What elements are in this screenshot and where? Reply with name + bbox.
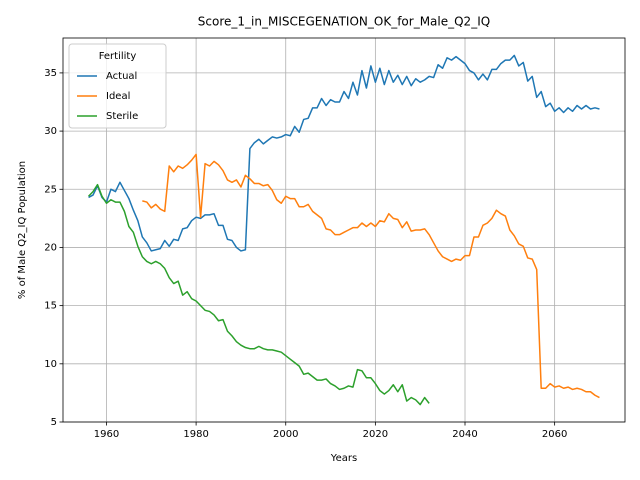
legend-title: Fertility bbox=[99, 51, 137, 62]
y-tick-label: 20 bbox=[44, 242, 57, 253]
legend-label: Actual bbox=[106, 71, 137, 82]
x-tick-label: 2060 bbox=[542, 429, 567, 440]
x-tick-label: 1980 bbox=[183, 429, 208, 440]
chart-title: Score_1_in_MISCEGENATION_OK_for_Male_Q2_… bbox=[198, 15, 490, 29]
plot-frame bbox=[62, 37, 626, 423]
y-tick-label: 35 bbox=[44, 68, 57, 79]
line bbox=[88, 183, 430, 406]
legend-label: Sterile bbox=[106, 111, 138, 122]
y-axis-label: % of Male Q2_IQ Population bbox=[17, 161, 28, 299]
x-tick-label: 2020 bbox=[363, 429, 388, 440]
line bbox=[88, 54, 600, 252]
y-tick-label: 5 bbox=[51, 417, 57, 428]
x-tick-label: 2040 bbox=[452, 429, 477, 440]
x-tick-label: 1960 bbox=[94, 429, 119, 440]
legend: Fertility Actual Ideal Sterile bbox=[68, 43, 167, 129]
legend-box bbox=[68, 43, 167, 129]
y-tick-label: 15 bbox=[44, 301, 57, 312]
line bbox=[142, 153, 600, 399]
y-tick-label: 10 bbox=[44, 359, 57, 370]
y-tick-label: 25 bbox=[44, 184, 57, 195]
y-tick-label: 30 bbox=[44, 126, 57, 137]
legend-label: Ideal bbox=[106, 91, 130, 102]
x-axis-label: Years bbox=[330, 453, 357, 464]
x-tick-label: 2000 bbox=[273, 429, 298, 440]
